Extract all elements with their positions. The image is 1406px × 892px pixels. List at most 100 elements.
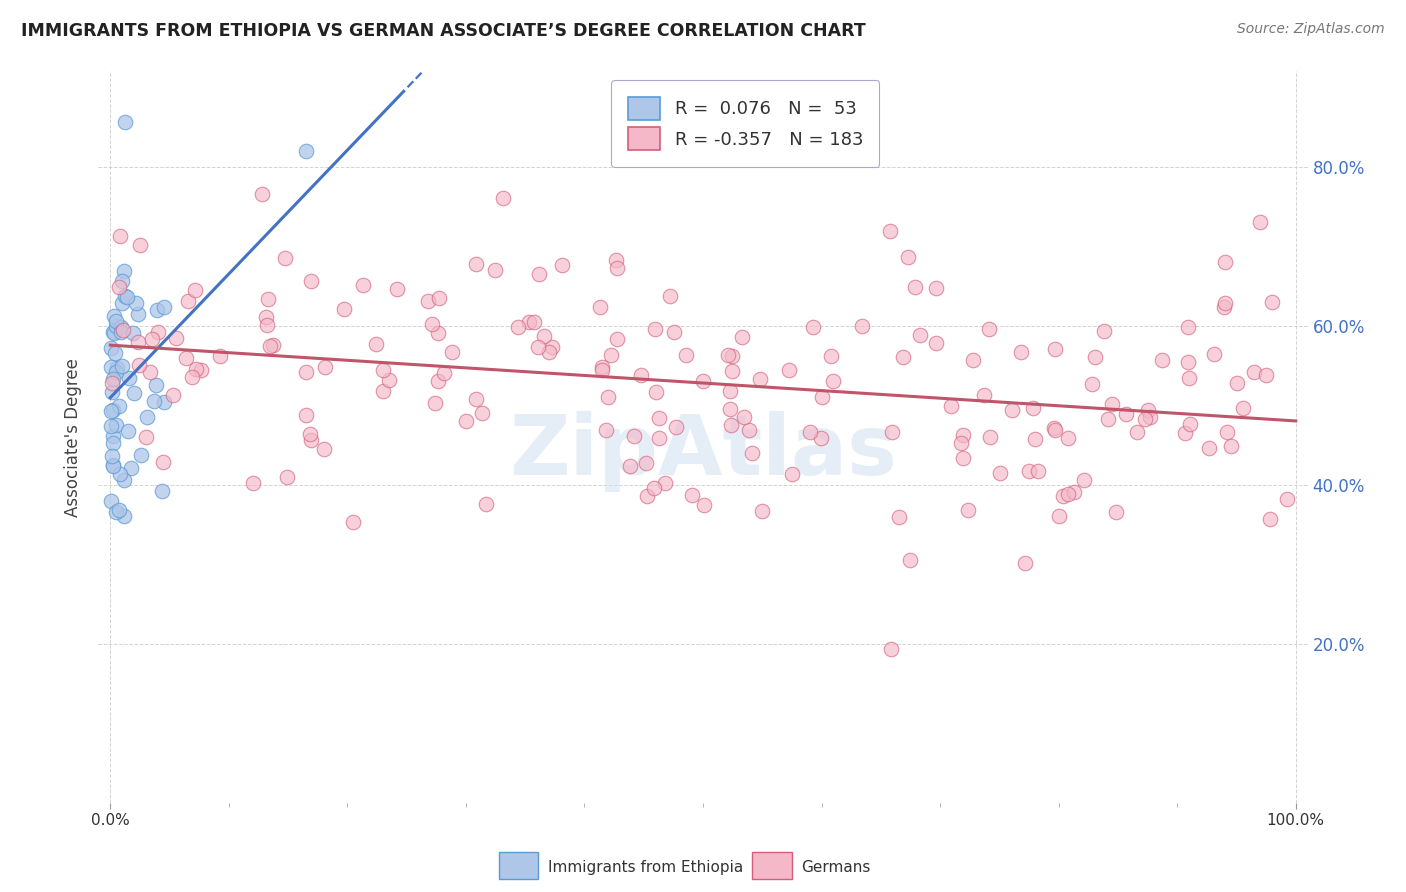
Point	[117, 424, 139, 438]
Point	[1243, 365, 1265, 379]
Point	[718, 384, 741, 398]
Point	[129, 448, 152, 462]
Point	[820, 349, 842, 363]
Point	[127, 334, 149, 349]
Point	[262, 338, 284, 352]
Point	[1092, 324, 1115, 338]
Point	[540, 340, 562, 354]
Point	[721, 350, 744, 364]
Point	[112, 508, 135, 523]
Point	[1249, 215, 1271, 229]
Point	[720, 418, 742, 433]
Point	[979, 430, 1001, 444]
Point	[810, 431, 832, 445]
Point	[1043, 423, 1066, 437]
Point	[492, 191, 515, 205]
Point	[988, 466, 1011, 480]
Point	[314, 442, 336, 456]
Point	[1261, 294, 1284, 309]
Point	[734, 409, 756, 424]
Point	[692, 374, 714, 388]
Point	[598, 390, 620, 404]
Point	[1232, 401, 1254, 415]
Point	[108, 503, 131, 517]
Point	[606, 260, 628, 275]
Point	[139, 366, 162, 380]
Point	[887, 509, 910, 524]
Point	[600, 348, 623, 362]
Point	[427, 326, 450, 340]
Point	[644, 322, 666, 336]
Point	[440, 345, 463, 359]
Point	[118, 370, 141, 384]
Point	[333, 302, 356, 317]
Point	[643, 481, 665, 495]
Point	[111, 274, 134, 288]
Point	[1258, 511, 1281, 525]
Point	[551, 258, 574, 272]
Point	[925, 335, 948, 350]
Point	[517, 315, 540, 329]
Point	[208, 349, 231, 363]
Point	[522, 315, 544, 329]
Point	[1057, 431, 1080, 445]
Point	[780, 467, 803, 481]
Point	[314, 360, 336, 375]
Point	[1057, 487, 1080, 501]
Point	[120, 461, 142, 475]
Point	[1275, 492, 1298, 507]
Point	[949, 436, 972, 450]
Point	[103, 402, 125, 417]
Point	[1212, 300, 1234, 314]
Point	[799, 425, 821, 440]
Point	[801, 320, 824, 334]
Point	[103, 372, 125, 386]
Point	[105, 365, 128, 379]
Point	[104, 346, 127, 360]
Point	[128, 238, 150, 252]
Point	[114, 289, 136, 303]
Point	[717, 348, 740, 362]
Point	[595, 423, 617, 437]
Point	[605, 332, 627, 346]
Point	[538, 345, 561, 359]
Point	[111, 296, 134, 310]
Point	[1177, 371, 1199, 385]
Point	[648, 431, 671, 445]
Point	[527, 267, 550, 281]
Point	[1256, 368, 1278, 383]
Point	[1152, 353, 1174, 368]
Point	[103, 326, 125, 340]
Point	[664, 325, 686, 339]
Point	[110, 359, 132, 373]
Point	[941, 399, 963, 413]
Point	[1011, 345, 1033, 359]
Point	[821, 374, 844, 388]
Point	[103, 435, 125, 450]
Point	[104, 319, 127, 334]
Point	[190, 363, 212, 377]
Text: ZipAtlas: ZipAtlas	[509, 411, 897, 492]
Point	[1047, 509, 1070, 524]
Point	[174, 351, 197, 365]
Point	[1133, 412, 1156, 426]
Point	[150, 483, 173, 498]
Point	[721, 363, 744, 377]
Point	[1115, 407, 1137, 421]
Point	[373, 384, 395, 399]
Point	[352, 277, 374, 292]
Point	[111, 323, 134, 337]
Point	[100, 360, 122, 375]
Point	[295, 408, 318, 422]
Point	[165, 331, 187, 345]
Point	[135, 430, 157, 444]
Point	[880, 425, 903, 439]
Point	[1137, 403, 1160, 417]
Point	[605, 252, 627, 267]
Point	[145, 302, 167, 317]
Point	[122, 385, 145, 400]
Point	[908, 328, 931, 343]
Point	[104, 313, 127, 327]
Point	[1018, 464, 1040, 478]
Point	[591, 363, 613, 377]
